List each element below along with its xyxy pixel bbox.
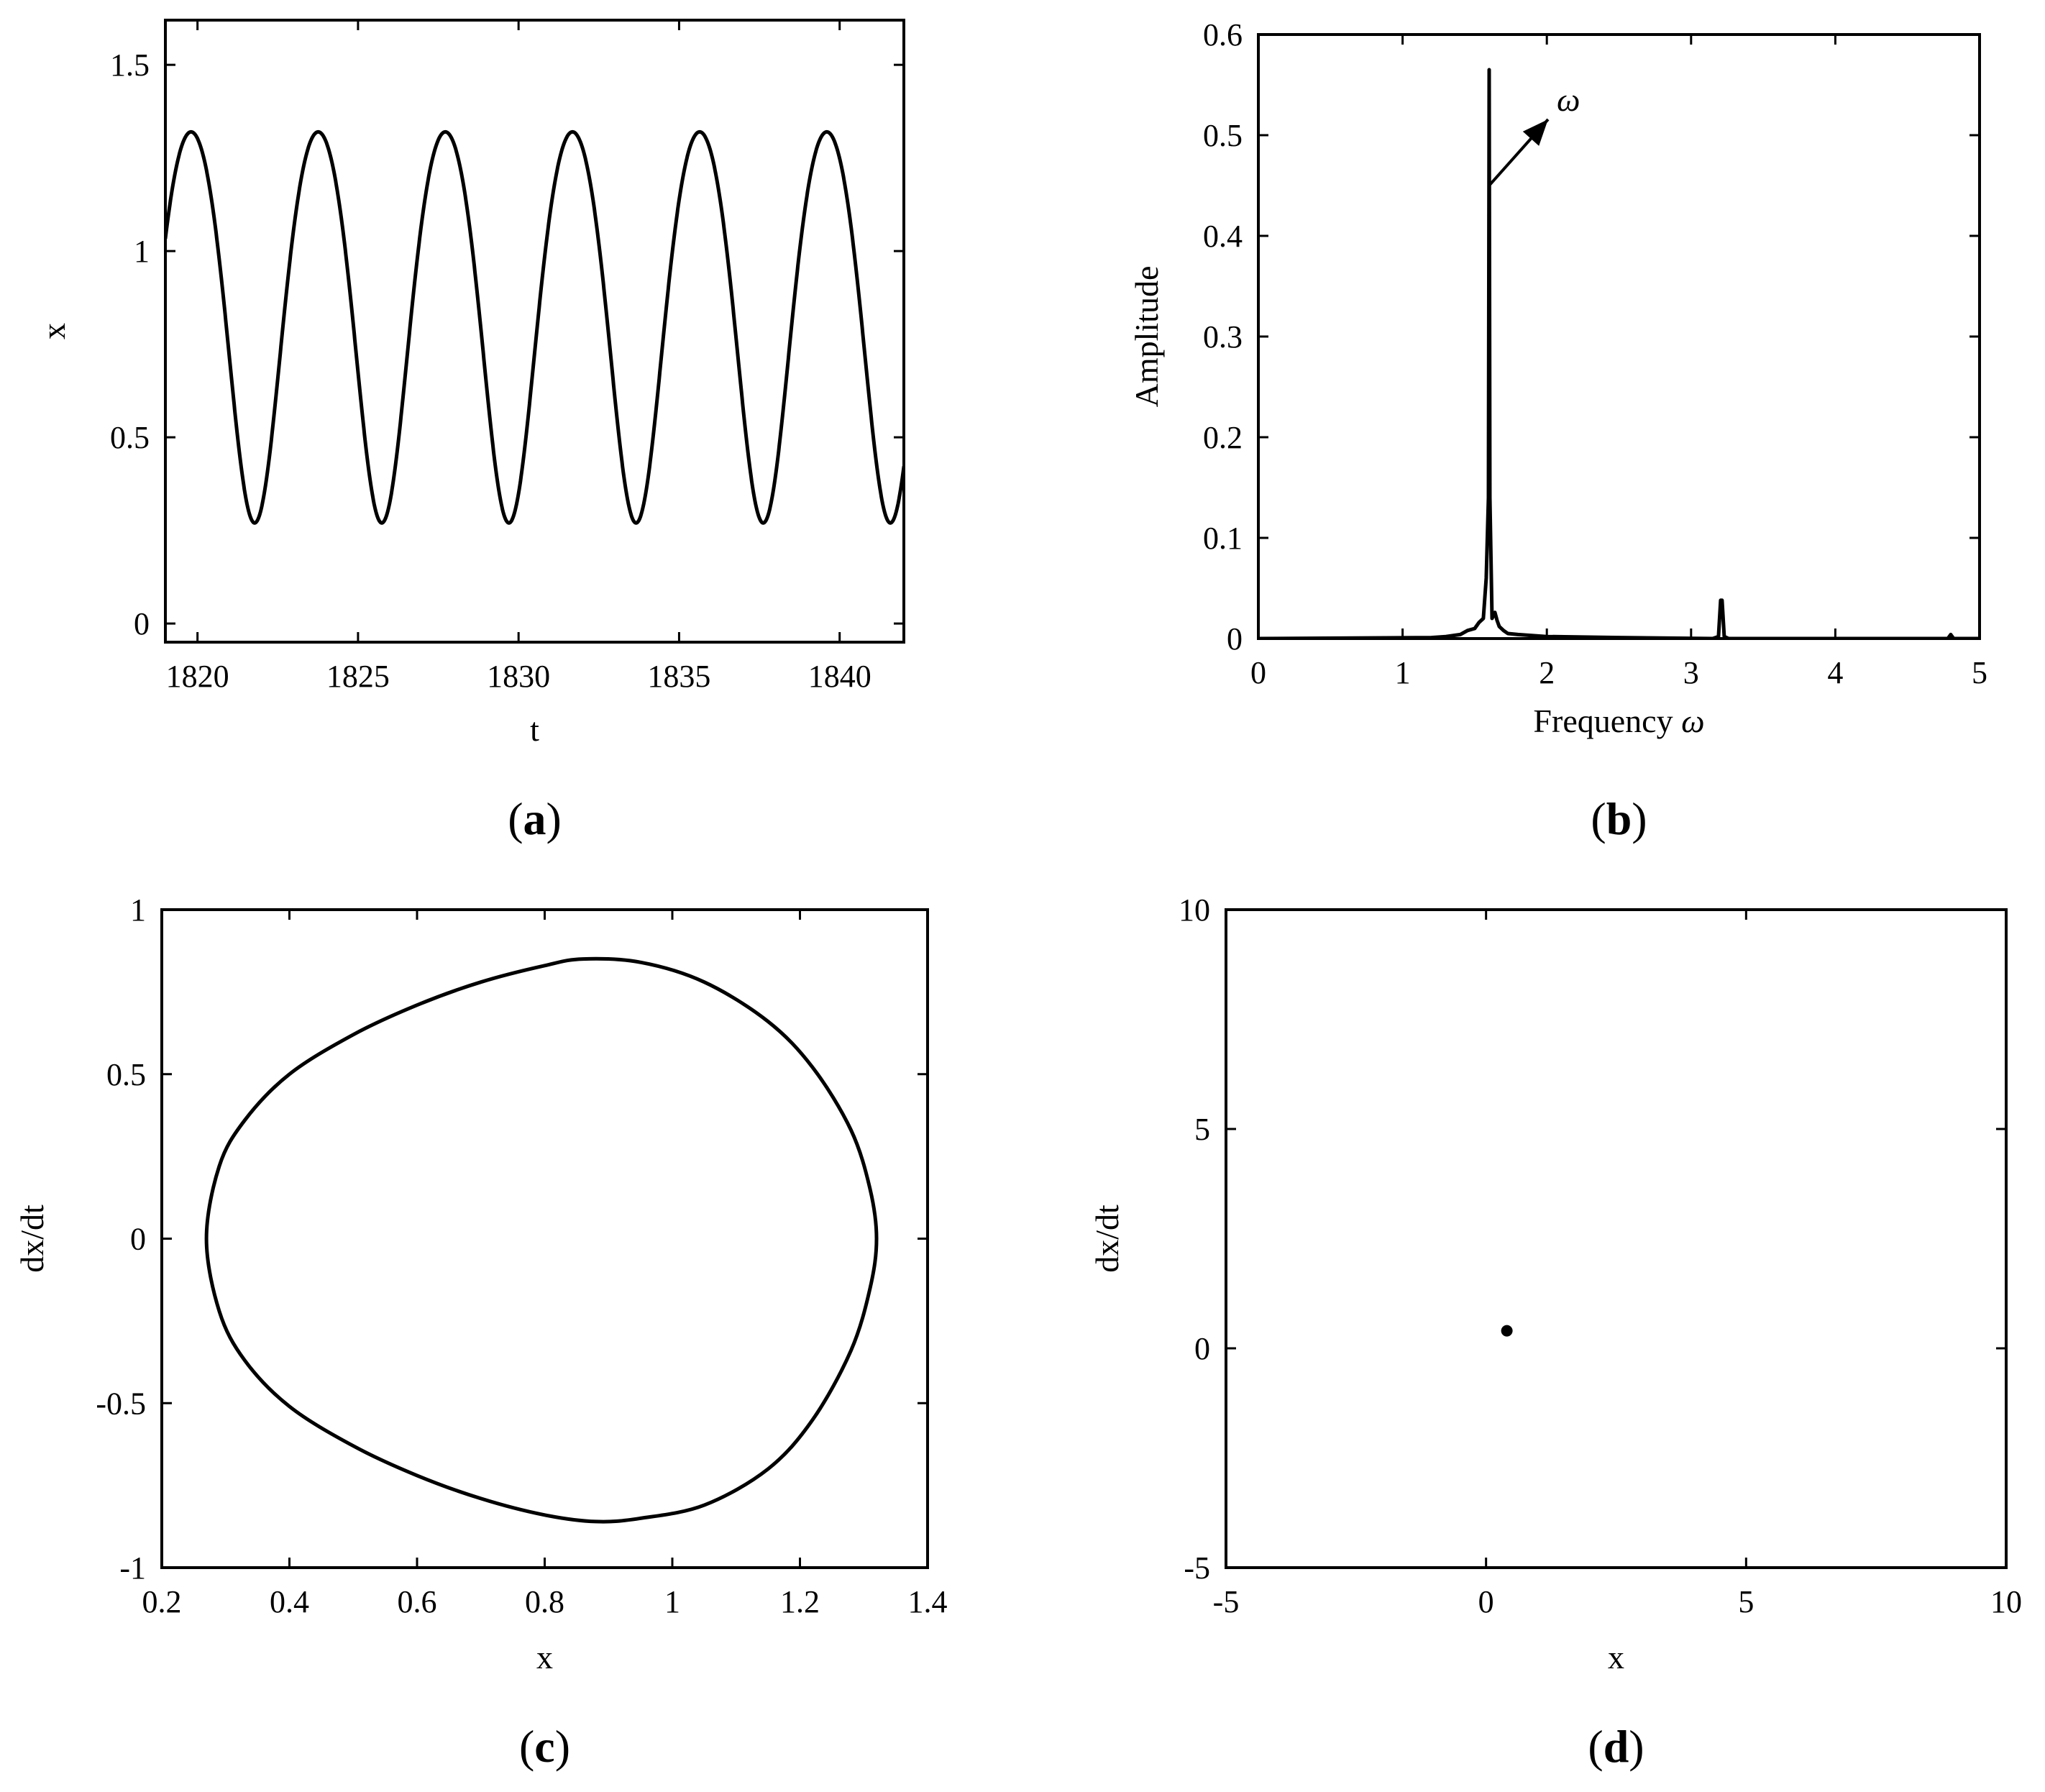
- panel-caption-letter: d: [1603, 1721, 1629, 1772]
- panel-caption-letter: a: [523, 793, 546, 844]
- y-tick-label: 1.5: [110, 47, 150, 83]
- x-axis-label-text: t: [530, 711, 539, 748]
- panel-d: -5 0 5 10 -5 0 5 10 x dx/dt (d): [1089, 892, 2022, 1772]
- x-tick-label: 1840: [808, 659, 871, 694]
- x-tick-label: 0: [1478, 1584, 1494, 1619]
- axes-frame: [164, 19, 905, 644]
- panel-a: 1820 1825 1830 1835 1840 0 0.5 1 1.5 t x (a): [35, 19, 905, 844]
- x-axis-label: Frequency ω: [1533, 703, 1704, 739]
- y-tick-label: 10: [1179, 892, 1210, 928]
- x-tick-label: 1: [1395, 655, 1411, 690]
- panel-caption: (d): [1588, 1721, 1644, 1772]
- y-tick-label: -0.5: [96, 1386, 146, 1421]
- y-tick-label: 0: [1227, 621, 1243, 657]
- series-line-phase-portrait: [204, 956, 879, 1524]
- omega-symbol: ω: [1681, 703, 1704, 739]
- panel-caption-letter: c: [534, 1721, 554, 1772]
- x-tick-label: 0.2: [142, 1584, 182, 1619]
- x-tick-label: 3: [1683, 655, 1699, 690]
- x-tick-label: 1.4: [908, 1584, 948, 1619]
- x-tick-label: 5: [1972, 655, 1987, 690]
- panel-caption: (a): [508, 793, 562, 844]
- x-tick-label: 1820: [166, 659, 229, 694]
- panel-caption-letter: b: [1606, 793, 1632, 844]
- y-axis-label: dx/dt: [14, 1204, 50, 1273]
- y-tick-label: 0: [134, 606, 150, 641]
- x-tick-label: -5: [1213, 1584, 1240, 1619]
- y-axis-label: Amplitude: [1128, 266, 1165, 408]
- x-tick-label: 1830: [487, 659, 550, 694]
- annotation-arrow-head: [1522, 119, 1548, 146]
- y-tick-label: 1: [134, 234, 150, 269]
- y-tick-label: 0: [130, 1222, 146, 1257]
- x-axis-label: t: [530, 711, 539, 748]
- axes-frame: [160, 908, 929, 1569]
- y-tick-label: 1: [130, 892, 146, 928]
- x-tick-label: 0.4: [270, 1584, 309, 1619]
- x-tick-label: 4: [1827, 655, 1843, 690]
- y-tick-label: 5: [1194, 1112, 1210, 1147]
- y-tick-label: 0: [1194, 1331, 1210, 1366]
- y-tick-label: 0.5: [110, 420, 150, 455]
- scatter-point: [1501, 1325, 1513, 1337]
- x-axis-label-text: Frequency: [1533, 703, 1681, 739]
- y-tick-label: 0.3: [1203, 319, 1243, 355]
- y-tick-label: -5: [1184, 1550, 1210, 1586]
- x-axis-label-text: x: [536, 1639, 553, 1676]
- series-line-amplitude-spectrum: [1258, 68, 1980, 639]
- axes-frame: [1225, 908, 2008, 1569]
- x-tick-label: 0.8: [525, 1584, 564, 1619]
- x-tick-label: 1: [664, 1584, 680, 1619]
- y-tick-label: -1: [119, 1550, 146, 1586]
- x-tick-label: 0: [1250, 655, 1266, 690]
- y-tick-label: 0.4: [1203, 219, 1243, 254]
- series-line-x-of-t: [165, 129, 904, 525]
- x-tick-label: 1835: [647, 659, 710, 694]
- annotation-omega: ω: [1557, 81, 1580, 118]
- panel-c: 0.2 0.4 0.6 0.8 1 1.2 1.4 -1 -0.5 0 0.5 1 x dx/dt (c): [14, 892, 948, 1772]
- x-tick-label: 0.6: [398, 1584, 437, 1619]
- x-axis-label-text: x: [1608, 1639, 1624, 1676]
- y-tick-label: 0.5: [1203, 118, 1243, 153]
- axes-frame: [1257, 33, 1981, 640]
- panel-b: 0 1 2 3 4 5 0 0.1 0.2 0.3 0.4 0.5 0.6 Frequency ω Ampl…: [1128, 17, 1987, 844]
- y-tick-label: 0.1: [1203, 521, 1243, 556]
- y-axis-label: x: [35, 323, 72, 339]
- y-tick-label: 0.5: [106, 1057, 146, 1092]
- x-axis-label: x: [1608, 1639, 1624, 1676]
- y-tick-label: 0.6: [1203, 17, 1243, 52]
- panel-caption: (b): [1591, 793, 1647, 844]
- x-tick-label: 5: [1738, 1584, 1754, 1619]
- x-tick-label: 2: [1539, 655, 1555, 690]
- y-tick-label: 0.2: [1203, 420, 1243, 455]
- x-tick-label: 1.2: [780, 1584, 820, 1619]
- x-tick-label: 10: [1990, 1584, 2022, 1619]
- x-tick-label: 1825: [326, 659, 390, 694]
- panel-caption: (c): [519, 1721, 570, 1772]
- y-axis-label: dx/dt: [1089, 1204, 1125, 1273]
- x-axis-label: x: [536, 1639, 553, 1676]
